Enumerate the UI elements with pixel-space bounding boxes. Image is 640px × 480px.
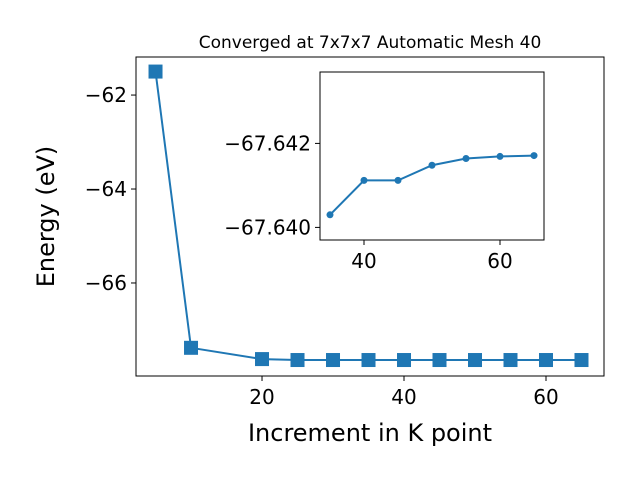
- marker: [326, 211, 334, 219]
- marker: [360, 176, 368, 184]
- y-axis-label: Energy (eV): [32, 146, 60, 288]
- marker: [394, 176, 402, 184]
- marker: [496, 152, 504, 160]
- plot-frame: [319, 71, 545, 241]
- x-tick-label: 20: [249, 385, 274, 409]
- x-tick-label: 40: [391, 385, 416, 409]
- marker: [462, 155, 470, 163]
- y-tick-label: −66: [85, 271, 127, 295]
- y-tick-label: −64: [85, 177, 127, 201]
- marker: [503, 353, 518, 368]
- plot-frame: [135, 56, 605, 377]
- marker: [255, 352, 270, 367]
- y-tick-label: −62: [85, 83, 127, 107]
- y-tick-label: −67.642: [224, 131, 311, 155]
- x-tick-label: 40: [351, 249, 376, 273]
- marker: [468, 353, 483, 368]
- x-tick-label: 60: [533, 385, 558, 409]
- marker: [326, 353, 341, 368]
- marker: [432, 353, 447, 368]
- marker: [530, 152, 538, 160]
- marker: [290, 353, 305, 368]
- marker: [428, 161, 436, 169]
- marker: [148, 64, 163, 79]
- marker: [538, 353, 553, 368]
- chart-title: Converged at 7x7x7 Automatic Mesh 40: [199, 33, 542, 53]
- y-tick-label: −67.640: [224, 215, 311, 239]
- marker: [184, 340, 199, 355]
- x-axis-label: Increment in K point: [248, 419, 492, 447]
- marker: [361, 353, 376, 368]
- marker: [397, 353, 412, 368]
- marker: [574, 353, 589, 368]
- x-tick-label: 60: [487, 249, 512, 273]
